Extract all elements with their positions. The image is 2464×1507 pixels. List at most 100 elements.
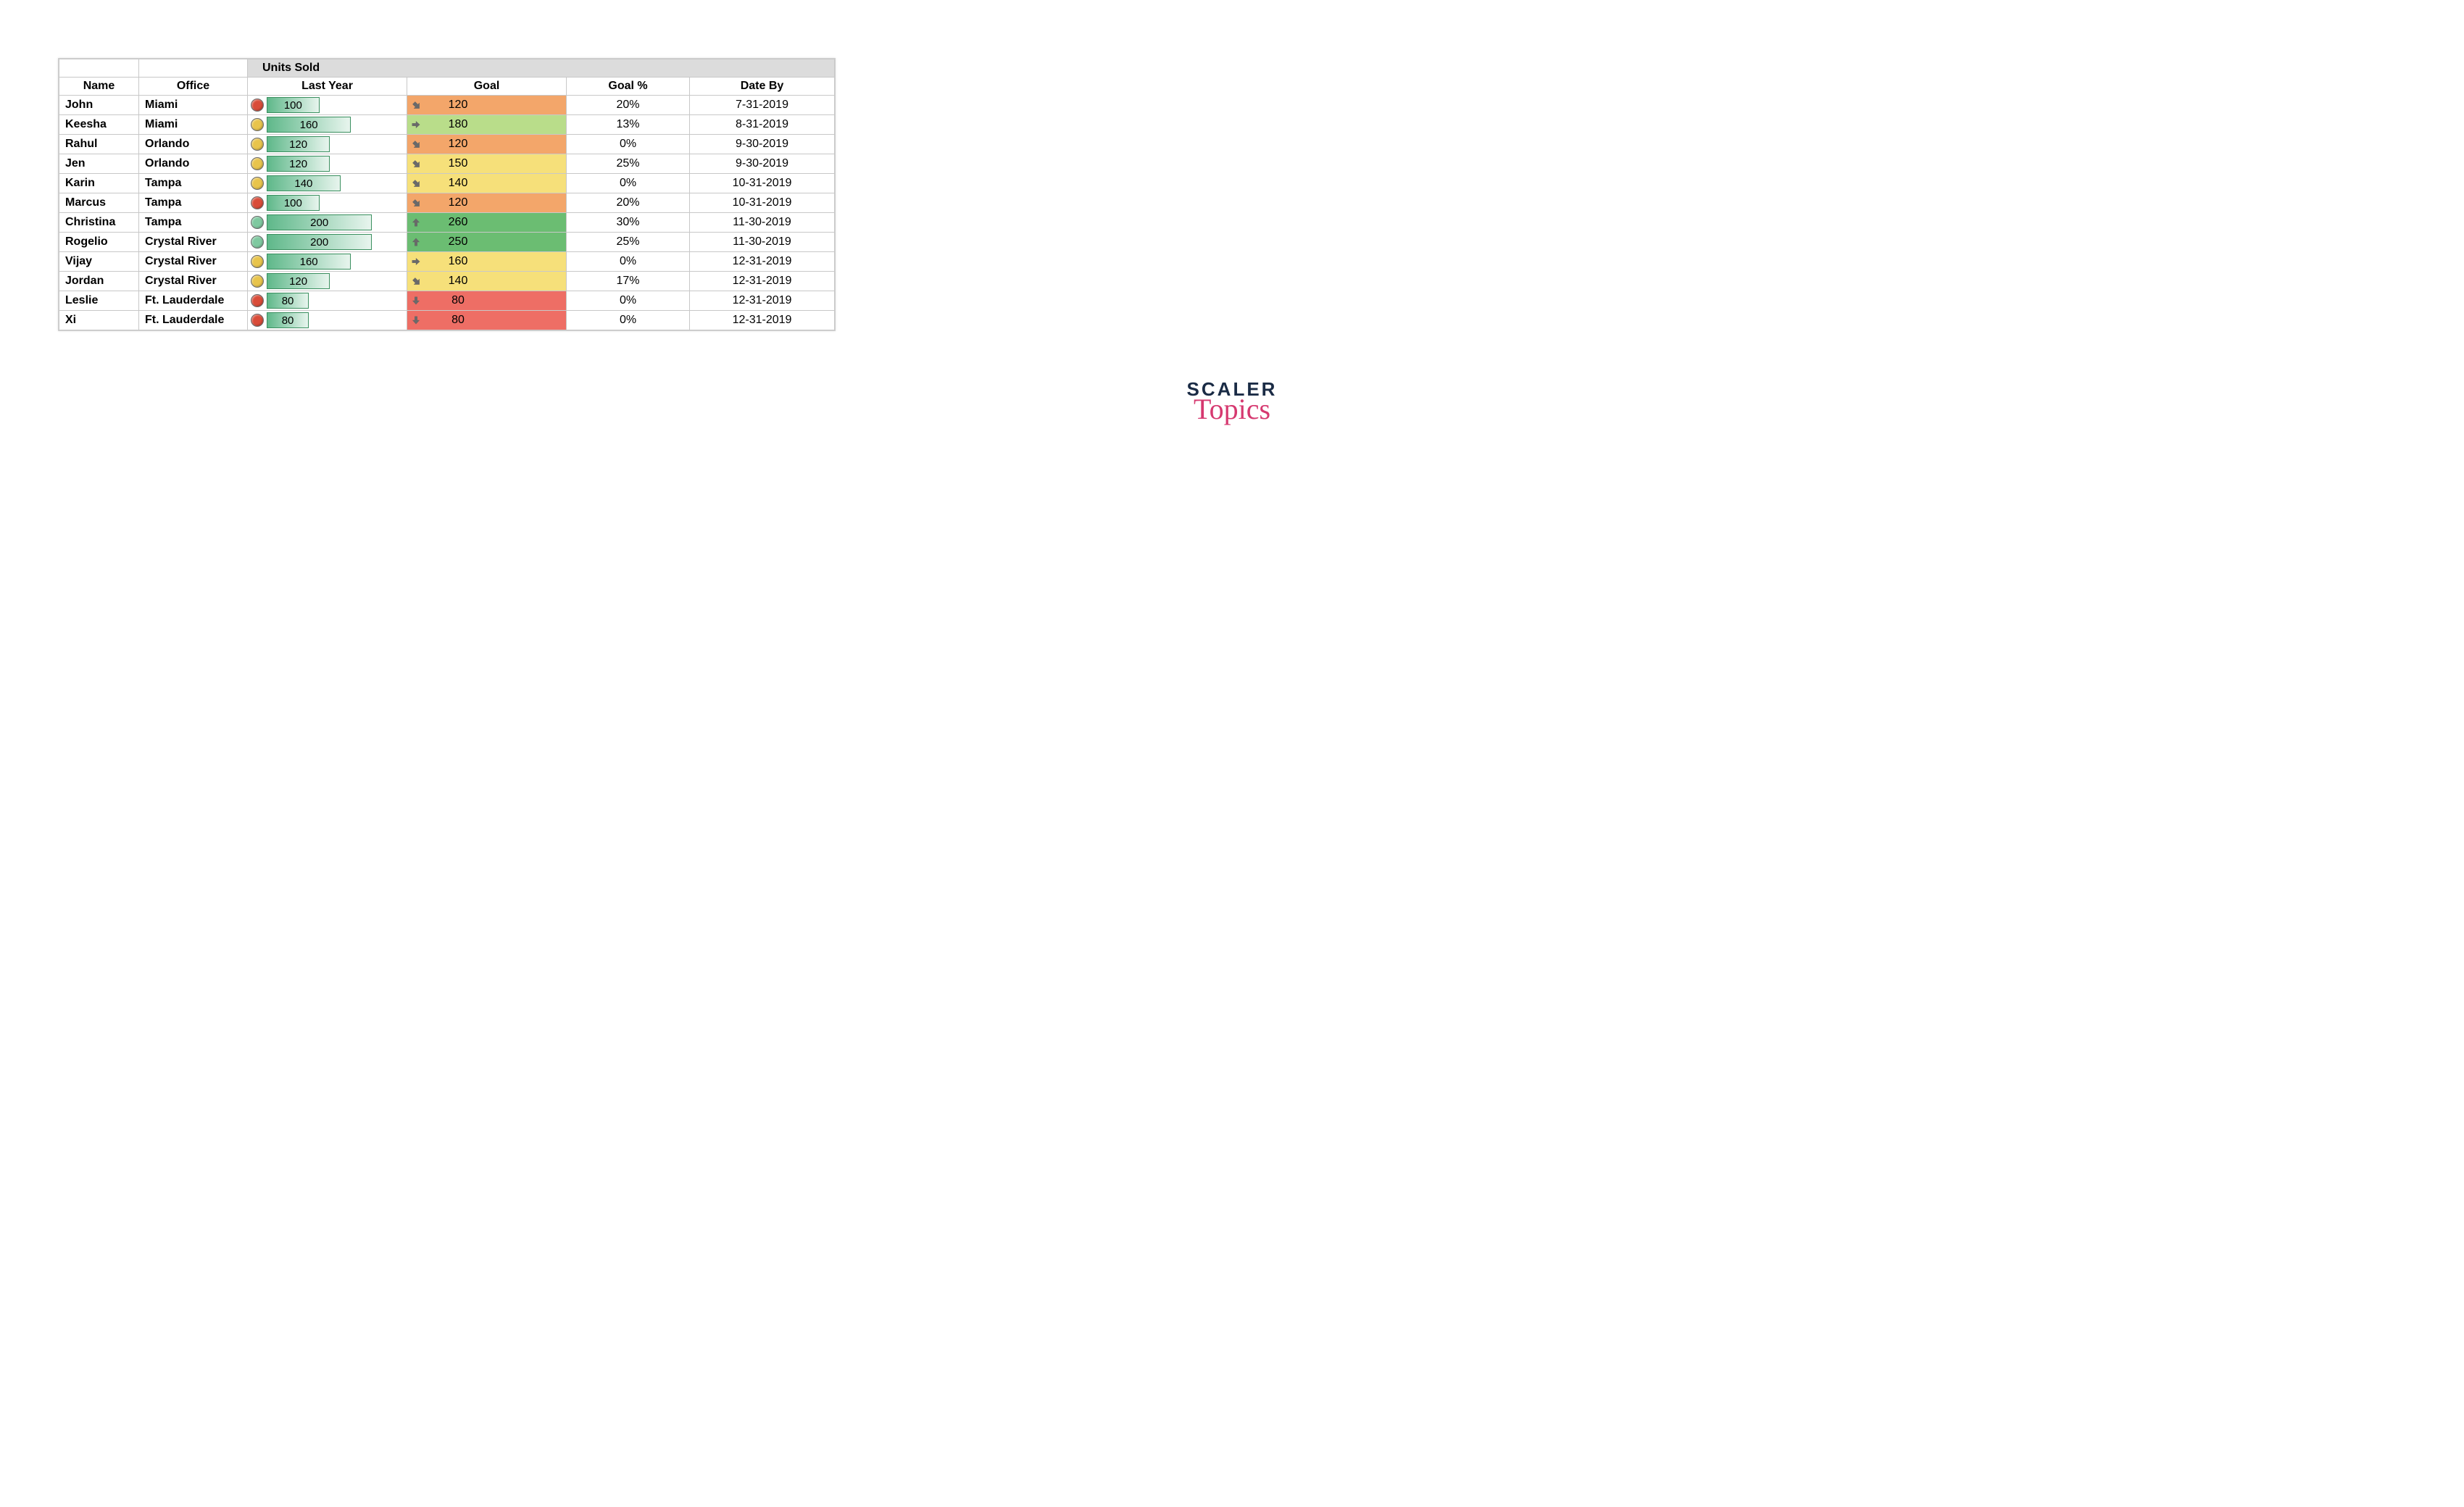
- table-row[interactable]: RahulOrlando1201200%9-30-2019: [59, 135, 835, 154]
- cell-name[interactable]: Leslie: [59, 291, 139, 311]
- cell-goal-pct[interactable]: 0%: [567, 291, 690, 311]
- cell-last-year[interactable]: 200: [248, 233, 407, 252]
- trend-arrow-icon: [410, 138, 422, 150]
- cell-name[interactable]: Jen: [59, 154, 139, 174]
- table-row[interactable]: XiFt. Lauderdale80800%12-31-2019: [59, 311, 835, 330]
- cell-name[interactable]: Marcus: [59, 193, 139, 213]
- table-row[interactable]: KarinTampa1401400%10-31-2019: [59, 174, 835, 193]
- cell-office[interactable]: Tampa: [139, 174, 248, 193]
- cell-goal-pct[interactable]: 13%: [567, 115, 690, 135]
- data-bar: 120: [267, 136, 404, 152]
- cell-name[interactable]: Rahul: [59, 135, 139, 154]
- cell-office[interactable]: Orlando: [139, 135, 248, 154]
- cell-office[interactable]: Tampa: [139, 213, 248, 233]
- col-date-by[interactable]: Date By: [690, 78, 835, 96]
- col-office[interactable]: Office: [139, 78, 248, 96]
- cell-date-by[interactable]: 7-31-2019: [690, 96, 835, 115]
- table-row[interactable]: KeeshaMiami 160 18013%8-31-2019: [59, 115, 835, 135]
- col-last-year[interactable]: Last Year: [248, 78, 407, 96]
- cell-office[interactable]: Crystal River: [139, 272, 248, 291]
- cell-office[interactable]: Miami: [139, 96, 248, 115]
- cell-name[interactable]: Christina: [59, 213, 139, 233]
- cell-goal[interactable]: 120: [407, 135, 567, 154]
- cell-goal-pct[interactable]: 17%: [567, 272, 690, 291]
- cell-goal-pct[interactable]: 0%: [567, 135, 690, 154]
- cell-goal-pct[interactable]: 0%: [567, 311, 690, 330]
- cell-last-year[interactable]: 160: [248, 252, 407, 272]
- cell-goal[interactable]: 160: [407, 252, 567, 272]
- goal-value: 80: [444, 314, 473, 327]
- cell-date-by[interactable]: 12-31-2019: [690, 291, 835, 311]
- cell-goal[interactable]: 180: [407, 115, 567, 135]
- cell-goal[interactable]: 120: [407, 96, 567, 115]
- cell-last-year[interactable]: 140: [248, 174, 407, 193]
- col-name[interactable]: Name: [59, 78, 139, 96]
- cell-last-year[interactable]: 120: [248, 135, 407, 154]
- cell-date-by[interactable]: 9-30-2019: [690, 135, 835, 154]
- cell-office[interactable]: Miami: [139, 115, 248, 135]
- cell-name[interactable]: Jordan: [59, 272, 139, 291]
- cell-name[interactable]: Rogelio: [59, 233, 139, 252]
- cell-goal[interactable]: 260: [407, 213, 567, 233]
- cell-last-year[interactable]: 100: [248, 193, 407, 213]
- table-row[interactable]: JordanCrystal River12014017%12-31-2019: [59, 272, 835, 291]
- table-row[interactable]: JohnMiami10012020%7-31-2019: [59, 96, 835, 115]
- last-year-value: 160: [300, 119, 318, 131]
- cell-date-by[interactable]: 11-30-2019: [690, 213, 835, 233]
- cell-date-by[interactable]: 12-31-2019: [690, 311, 835, 330]
- table-row[interactable]: ChristinaTampa 20026030%11-30-2019: [59, 213, 835, 233]
- table-row[interactable]: RogelioCrystal River 20025025%11-30-2019: [59, 233, 835, 252]
- cell-goal-pct[interactable]: 30%: [567, 213, 690, 233]
- col-goal-pct[interactable]: Goal %: [567, 78, 690, 96]
- col-goal[interactable]: Goal: [407, 78, 567, 96]
- cell-office[interactable]: Ft. Lauderdale: [139, 291, 248, 311]
- table-row[interactable]: JenOrlando12015025%9-30-2019: [59, 154, 835, 174]
- cell-goal[interactable]: 140: [407, 272, 567, 291]
- cell-office[interactable]: Crystal River: [139, 233, 248, 252]
- cell-last-year[interactable]: 100: [248, 96, 407, 115]
- cell-office[interactable]: Crystal River: [139, 252, 248, 272]
- cell-office[interactable]: Orlando: [139, 154, 248, 174]
- cell-goal[interactable]: 120: [407, 193, 567, 213]
- cell-name[interactable]: Keesha: [59, 115, 139, 135]
- cell-name[interactable]: Vijay: [59, 252, 139, 272]
- cell-goal[interactable]: 140: [407, 174, 567, 193]
- cell-date-by[interactable]: 12-31-2019: [690, 272, 835, 291]
- cell-last-year[interactable]: 160: [248, 115, 407, 135]
- cell-goal-pct[interactable]: 0%: [567, 252, 690, 272]
- cell-goal-pct[interactable]: 25%: [567, 154, 690, 174]
- cell-last-year[interactable]: 80: [248, 291, 407, 311]
- cell-date-by[interactable]: 10-31-2019: [690, 193, 835, 213]
- data-bar: 200: [267, 214, 404, 230]
- cell-date-by[interactable]: 8-31-2019: [690, 115, 835, 135]
- cell-goal-pct[interactable]: 20%: [567, 193, 690, 213]
- cell-goal[interactable]: 80: [407, 311, 567, 330]
- cell-date-by[interactable]: 9-30-2019: [690, 154, 835, 174]
- cell-date-by[interactable]: 12-31-2019: [690, 252, 835, 272]
- cell-date-by[interactable]: 11-30-2019: [690, 233, 835, 252]
- cell-goal-pct[interactable]: 0%: [567, 174, 690, 193]
- cell-goal[interactable]: 250: [407, 233, 567, 252]
- table-row[interactable]: LeslieFt. Lauderdale80800%12-31-2019: [59, 291, 835, 311]
- cell-goal[interactable]: 80: [407, 291, 567, 311]
- cell-office[interactable]: Tampa: [139, 193, 248, 213]
- cell-goal-pct[interactable]: 20%: [567, 96, 690, 115]
- table-row[interactable]: MarcusTampa10012020%10-31-2019: [59, 193, 835, 213]
- cell-name[interactable]: John: [59, 96, 139, 115]
- data-bar: 160: [267, 254, 404, 270]
- cell-last-year[interactable]: 120: [248, 272, 407, 291]
- trend-arrow-icon: [410, 295, 422, 306]
- cell-last-year[interactable]: 120: [248, 154, 407, 174]
- cell-last-year[interactable]: 200: [248, 213, 407, 233]
- traffic-light-icon: [251, 314, 264, 327]
- goal-value: 140: [444, 177, 473, 190]
- cell-last-year[interactable]: 80: [248, 311, 407, 330]
- cell-date-by[interactable]: 10-31-2019: [690, 174, 835, 193]
- table-row[interactable]: VijayCrystal River1601600%12-31-2019: [59, 252, 835, 272]
- cell-goal-pct[interactable]: 25%: [567, 233, 690, 252]
- cell-goal[interactable]: 150: [407, 154, 567, 174]
- cell-office[interactable]: Ft. Lauderdale: [139, 311, 248, 330]
- data-bar: 200: [267, 234, 404, 250]
- cell-name[interactable]: Karin: [59, 174, 139, 193]
- cell-name[interactable]: Xi: [59, 311, 139, 330]
